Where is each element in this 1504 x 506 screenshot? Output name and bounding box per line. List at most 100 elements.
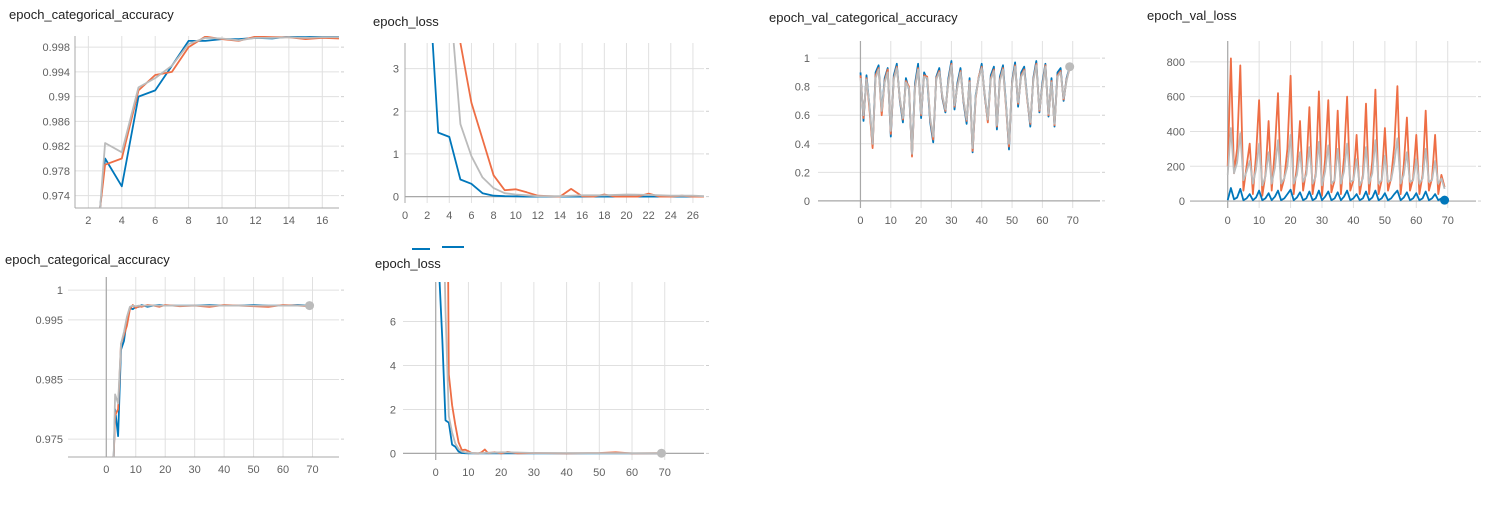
legend-swatch-blue[interactable]: [412, 248, 430, 250]
y-tick-label: 6: [390, 317, 396, 329]
y-tick-label: 2: [390, 404, 396, 416]
x-tick-label: 40: [218, 464, 230, 476]
x-tick-label: 18: [598, 210, 610, 222]
x-tick-label: 26: [687, 210, 699, 222]
y-tick-label: 0.986: [42, 116, 70, 128]
grid: [68, 277, 344, 457]
y-tick-label: 400: [1167, 126, 1185, 138]
y-tick-label: 0.974: [42, 191, 70, 203]
chart-title: epoch_val_loss: [1147, 8, 1237, 23]
y-tick-label: 0.8: [795, 82, 810, 94]
y-tick-label: 0.982: [42, 141, 70, 153]
chart-title: epoch_loss: [375, 256, 441, 271]
series-line-gray[interactable]: [1226, 127, 1446, 190]
series-line-blue[interactable]: [1226, 187, 1446, 202]
x-tick-label: 20: [915, 215, 927, 227]
x-tick-label: 0: [1225, 215, 1231, 227]
series-line-gray[interactable]: [112, 304, 310, 457]
y-tick-label: 0.975: [35, 434, 63, 446]
y-tick-label: 0: [390, 448, 396, 460]
x-tick-label: 0: [402, 210, 408, 222]
chart-plot[interactable]: 0 10 20 30 40 50 60 70 0 0.2 0.4 0.6 0.8 1: [780, 33, 1110, 243]
x-tick-label: 22: [643, 210, 655, 222]
x-tick-label: 60: [626, 467, 638, 479]
series-line-orange[interactable]: [1226, 57, 1446, 197]
x-tick-label: 30: [945, 215, 957, 227]
x-tick-label: 10: [130, 464, 142, 476]
x-tick-label: 14: [283, 215, 295, 227]
x-tick-label: 70: [1067, 215, 1079, 227]
chart-plot[interactable]: 0 10 20 30 40 50 60 70 0.975 0.985 0.995 1: [0, 277, 345, 487]
series-line-blue[interactable]: [99, 36, 339, 208]
series-line-gray[interactable]: [444, 282, 662, 455]
series-line-blue[interactable]: [112, 304, 310, 457]
series-line-gray[interactable]: [859, 64, 1071, 155]
y-tick-label: 2: [393, 106, 399, 118]
x-tick-label: 30: [528, 467, 540, 479]
y-tick-label: 0.998: [42, 42, 70, 54]
x-tick-label: 0: [857, 215, 863, 227]
y-tick-label: 0.985: [35, 375, 63, 387]
last-point-marker[interactable]: [1440, 195, 1450, 205]
x-tick-label: 10: [216, 215, 228, 227]
x-tick-label: 10: [462, 467, 474, 479]
x-tick-label: 70: [1442, 215, 1454, 227]
chart-title: epoch_categorical_accuracy: [9, 7, 174, 22]
x-tick-label: 8: [491, 210, 497, 222]
series-line-gray[interactable]: [452, 43, 704, 198]
x-tick-label: 40: [976, 215, 988, 227]
x-tick-label: 10: [885, 215, 897, 227]
x-tick-label: 0: [433, 467, 439, 479]
chart-title: epoch_loss: [373, 14, 439, 29]
x-tick-label: 16: [576, 210, 588, 222]
series-line-gray[interactable]: [99, 36, 339, 208]
x-tick-label: 20: [159, 464, 171, 476]
x-tick-label: 50: [1006, 215, 1018, 227]
series-line-blue[interactable]: [438, 282, 662, 455]
x-tick-label: 6: [468, 210, 474, 222]
last-point-marker[interactable]: [1065, 62, 1075, 72]
x-tick-label: 60: [1410, 215, 1422, 227]
x-tick-label: 0: [103, 464, 109, 476]
y-tick-label: 800: [1167, 57, 1185, 69]
chart-title: epoch_categorical_accuracy: [5, 252, 170, 267]
x-tick-label: 40: [560, 467, 572, 479]
chart-plot[interactable]: 0 10 20 30 40 50 60 70 0 2 4 6: [365, 282, 710, 487]
y-tick-label: 4: [390, 361, 396, 373]
y-tick-label: 600: [1167, 92, 1185, 104]
x-tick-label: 60: [277, 464, 289, 476]
y-tick-label: 1: [804, 53, 810, 65]
y-tick-label: 0.99: [49, 92, 70, 104]
grid: [404, 43, 709, 203]
x-tick-label: 50: [593, 467, 605, 479]
x-tick-label: 20: [1284, 215, 1296, 227]
y-tick-label: 3: [393, 64, 399, 76]
y-tick-label: 0.994: [42, 67, 70, 79]
y-tick-label: 0.4: [795, 139, 810, 151]
x-tick-label: 70: [659, 467, 671, 479]
chart-plot[interactable]: 0 10 20 30 40 50 60 70 0 200 400 600 800: [1148, 33, 1483, 243]
last-point-marker[interactable]: [656, 448, 666, 458]
x-tick-label: 50: [1379, 215, 1391, 227]
x-tick-label: 30: [189, 464, 201, 476]
series-line-orange[interactable]: [447, 282, 662, 455]
x-tick-label: 10: [1253, 215, 1265, 227]
y-tick-label: 1: [57, 285, 63, 297]
x-tick-label: 4: [446, 210, 452, 222]
series-line-orange[interactable]: [112, 304, 310, 457]
x-tick-label: 20: [620, 210, 632, 222]
x-tick-label: 6: [152, 215, 158, 227]
series-line-blue[interactable]: [431, 43, 704, 198]
series-line-orange[interactable]: [99, 36, 339, 208]
x-tick-label: 14: [554, 210, 566, 222]
last-point-marker[interactable]: [305, 301, 315, 311]
x-tick-label: 8: [186, 215, 192, 227]
y-tick-label: 0.978: [42, 166, 70, 178]
legend-swatch-blue-2[interactable]: [442, 246, 464, 248]
chart-title: epoch_val_categorical_accuracy: [769, 10, 958, 25]
y-tick-label: 1: [393, 149, 399, 161]
chart-plot[interactable]: 2 4 6 8 10 12 14 16 0.974 0.978 0.982 0.986 0.99 0.99…: [0, 28, 345, 228]
x-tick-label: 10: [510, 210, 522, 222]
x-tick-label: 2: [85, 215, 91, 227]
